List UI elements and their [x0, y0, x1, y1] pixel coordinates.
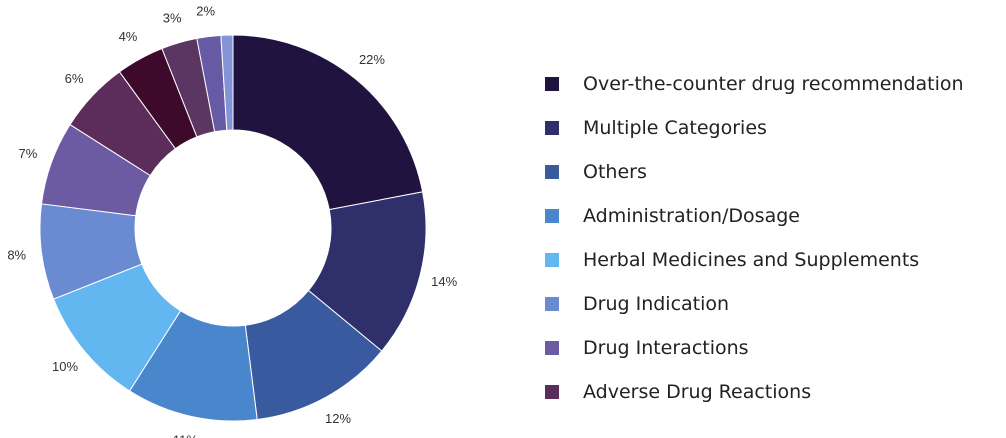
legend-item: Herbal Medicines and Supplements: [545, 238, 964, 282]
legend-label: Over-the-counter drug recommendation: [583, 73, 964, 95]
slice-percent-label: 22%: [359, 52, 385, 67]
slice-percent-label: 4%: [119, 29, 138, 44]
slice-percent-label: 8%: [7, 247, 26, 262]
legend-item: Administration/Dosage: [545, 194, 964, 238]
slice-percent-label: 7%: [18, 146, 37, 161]
slice-percent-label: 11%: [173, 433, 198, 438]
legend-item: Adverse Drug Reactions: [545, 370, 964, 414]
chart-legend: Over-the-counter drug recommendation Mult…: [545, 62, 964, 414]
slice-percent-label: 3%: [163, 11, 182, 26]
legend-swatch: [545, 297, 559, 311]
legend-item: Drug Interactions: [545, 326, 964, 370]
slice-percent-label: 10%: [52, 359, 78, 374]
legend-swatch: [545, 209, 559, 223]
legend-swatch: [545, 385, 559, 399]
legend-item: Multiple Categories: [545, 106, 964, 150]
legend-label: Herbal Medicines and Supplements: [583, 249, 920, 271]
legend-item: Others: [545, 150, 964, 194]
slice-percent-label: 2%: [196, 4, 215, 19]
legend-label: Others: [583, 161, 647, 183]
donut-slices: [39, 34, 427, 422]
legend-label: Adverse Drug Reactions: [583, 381, 812, 403]
legend-swatch: [545, 121, 559, 135]
legend-label: Drug Indication: [583, 293, 730, 315]
slice-percent-label: 12%: [325, 411, 351, 426]
slice-percent-labels: 22% 14% 12% 11% 10% 8% 7% 6% 4% 3% 2%: [7, 4, 457, 438]
donut-slice: [232, 34, 424, 211]
legend-swatch: [545, 341, 559, 355]
slice-percent-label: 6%: [65, 71, 84, 86]
legend-label: Drug Interactions: [583, 337, 749, 359]
legend-swatch: [545, 77, 559, 91]
legend-item: Over-the-counter drug recommendation: [545, 62, 964, 106]
donut-slice: [220, 34, 234, 131]
donut-chart: 22% 14% 12% 11% 10% 8% 7% 6% 4% 3% 2%: [7, 4, 457, 438]
legend-swatch: [545, 165, 559, 179]
legend-label: Administration/Dosage: [583, 205, 800, 227]
legend-swatch: [545, 253, 559, 267]
slice-percent-label: 14%: [431, 274, 457, 289]
legend-label: Multiple Categories: [583, 117, 767, 139]
legend-item: Drug Indication: [545, 282, 964, 326]
